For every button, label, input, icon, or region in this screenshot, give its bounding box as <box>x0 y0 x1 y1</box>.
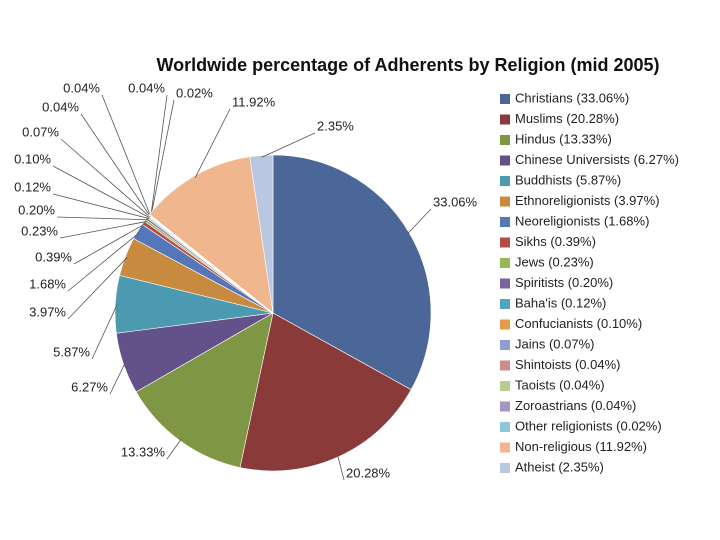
data-label: 5.87% <box>53 344 90 359</box>
legend-label: Non-religious (11.92%) <box>515 439 647 454</box>
leader-line <box>101 94 151 217</box>
legend-label: Confucianists (0.10%) <box>515 316 642 331</box>
legend-swatch <box>500 401 510 412</box>
leader-line <box>52 193 149 219</box>
legend-swatch <box>500 217 510 227</box>
leader-line <box>166 438 182 460</box>
legend-label: Neoreligionists (1.68%) <box>515 213 649 228</box>
data-label: 0.02% <box>176 85 213 100</box>
legend-swatch <box>500 114 510 125</box>
leader-line <box>91 304 118 360</box>
data-label: 0.04% <box>128 80 165 95</box>
data-label: 0.07% <box>22 124 59 139</box>
legend-swatch <box>500 278 510 289</box>
pie-slice <box>249 154 274 314</box>
data-label: 0.12% <box>14 179 51 194</box>
legend-swatch <box>500 135 510 145</box>
leader-line <box>56 216 148 221</box>
legend-swatch <box>500 360 510 371</box>
leader-line <box>73 223 146 265</box>
data-label: 2.35% <box>317 118 354 133</box>
legend-swatch <box>500 176 510 186</box>
data-label: 3.97% <box>29 304 66 319</box>
data-label: 33.06% <box>433 194 478 209</box>
leader-line <box>407 208 432 235</box>
data-label: 0.04% <box>63 80 100 95</box>
legend-label: Atheist (2.35%) <box>515 459 604 474</box>
legend-label: Buddhists (5.87%) <box>515 172 621 187</box>
data-label: 0.39% <box>35 249 72 264</box>
legend-label: Muslims (20.28%) <box>515 111 619 126</box>
legend-label: Ethnoreligionists (3.97%) <box>515 193 660 208</box>
legend-label: Taoists (0.04%) <box>515 377 605 392</box>
leader-line <box>261 132 316 158</box>
data-label: 1.68% <box>29 276 66 291</box>
legend-label: Hindus (13.33%) <box>515 131 612 146</box>
legend-label: Shintoists (0.04%) <box>515 357 621 372</box>
legend-swatch <box>500 319 510 330</box>
data-label: 0.10% <box>14 151 51 166</box>
data-label: 0.20% <box>18 202 55 217</box>
leader-line <box>150 94 168 216</box>
leader-line <box>67 232 140 292</box>
legend-label: Jains (0.07%) <box>515 336 594 351</box>
legend-label: Chinese Universists (6.27%) <box>515 152 679 167</box>
legend-swatch <box>500 196 510 207</box>
legend-label: Sikhs (0.39%) <box>515 234 596 249</box>
data-label: 0.04% <box>42 99 79 114</box>
legend-label: Spiritists (0.20%) <box>515 275 613 290</box>
legend-label: Jews (0.23%) <box>515 254 594 269</box>
leader-line <box>337 454 345 481</box>
legend-label: Zoroastrians (0.04%) <box>515 398 636 413</box>
legend-swatch <box>500 155 510 166</box>
legend-swatch <box>500 299 510 309</box>
legend-swatch <box>500 237 510 248</box>
leader-line <box>109 362 126 395</box>
data-label: 20.28% <box>346 465 391 480</box>
legend-label: Other religionists (0.02%) <box>515 418 662 433</box>
legend-swatch <box>500 258 510 268</box>
data-label: 6.27% <box>71 379 108 394</box>
leader-line <box>52 165 150 218</box>
pie-slice <box>149 156 274 314</box>
legend-label: Baha'is (0.12%) <box>515 295 606 310</box>
data-label: 11.92% <box>232 94 276 109</box>
leader-line <box>80 113 151 217</box>
legend-swatch <box>500 381 510 391</box>
legend-swatch <box>500 422 510 432</box>
chart-title: Worldwide percentage of Adherents by Rel… <box>156 55 659 75</box>
data-label: 0.23% <box>21 223 58 238</box>
leader-line <box>67 257 128 320</box>
leader-line <box>150 99 175 216</box>
legend-swatch <box>500 94 510 104</box>
pie-slice <box>272 154 432 391</box>
legend-swatch <box>500 340 510 350</box>
legend-swatch <box>500 463 510 473</box>
data-label: 13.33% <box>121 444 166 459</box>
leader-line <box>194 108 231 178</box>
legend-label: Christians (33.06%) <box>515 90 629 105</box>
legend-swatch <box>500 442 510 453</box>
leader-line <box>59 221 147 239</box>
leader-line <box>60 138 151 218</box>
